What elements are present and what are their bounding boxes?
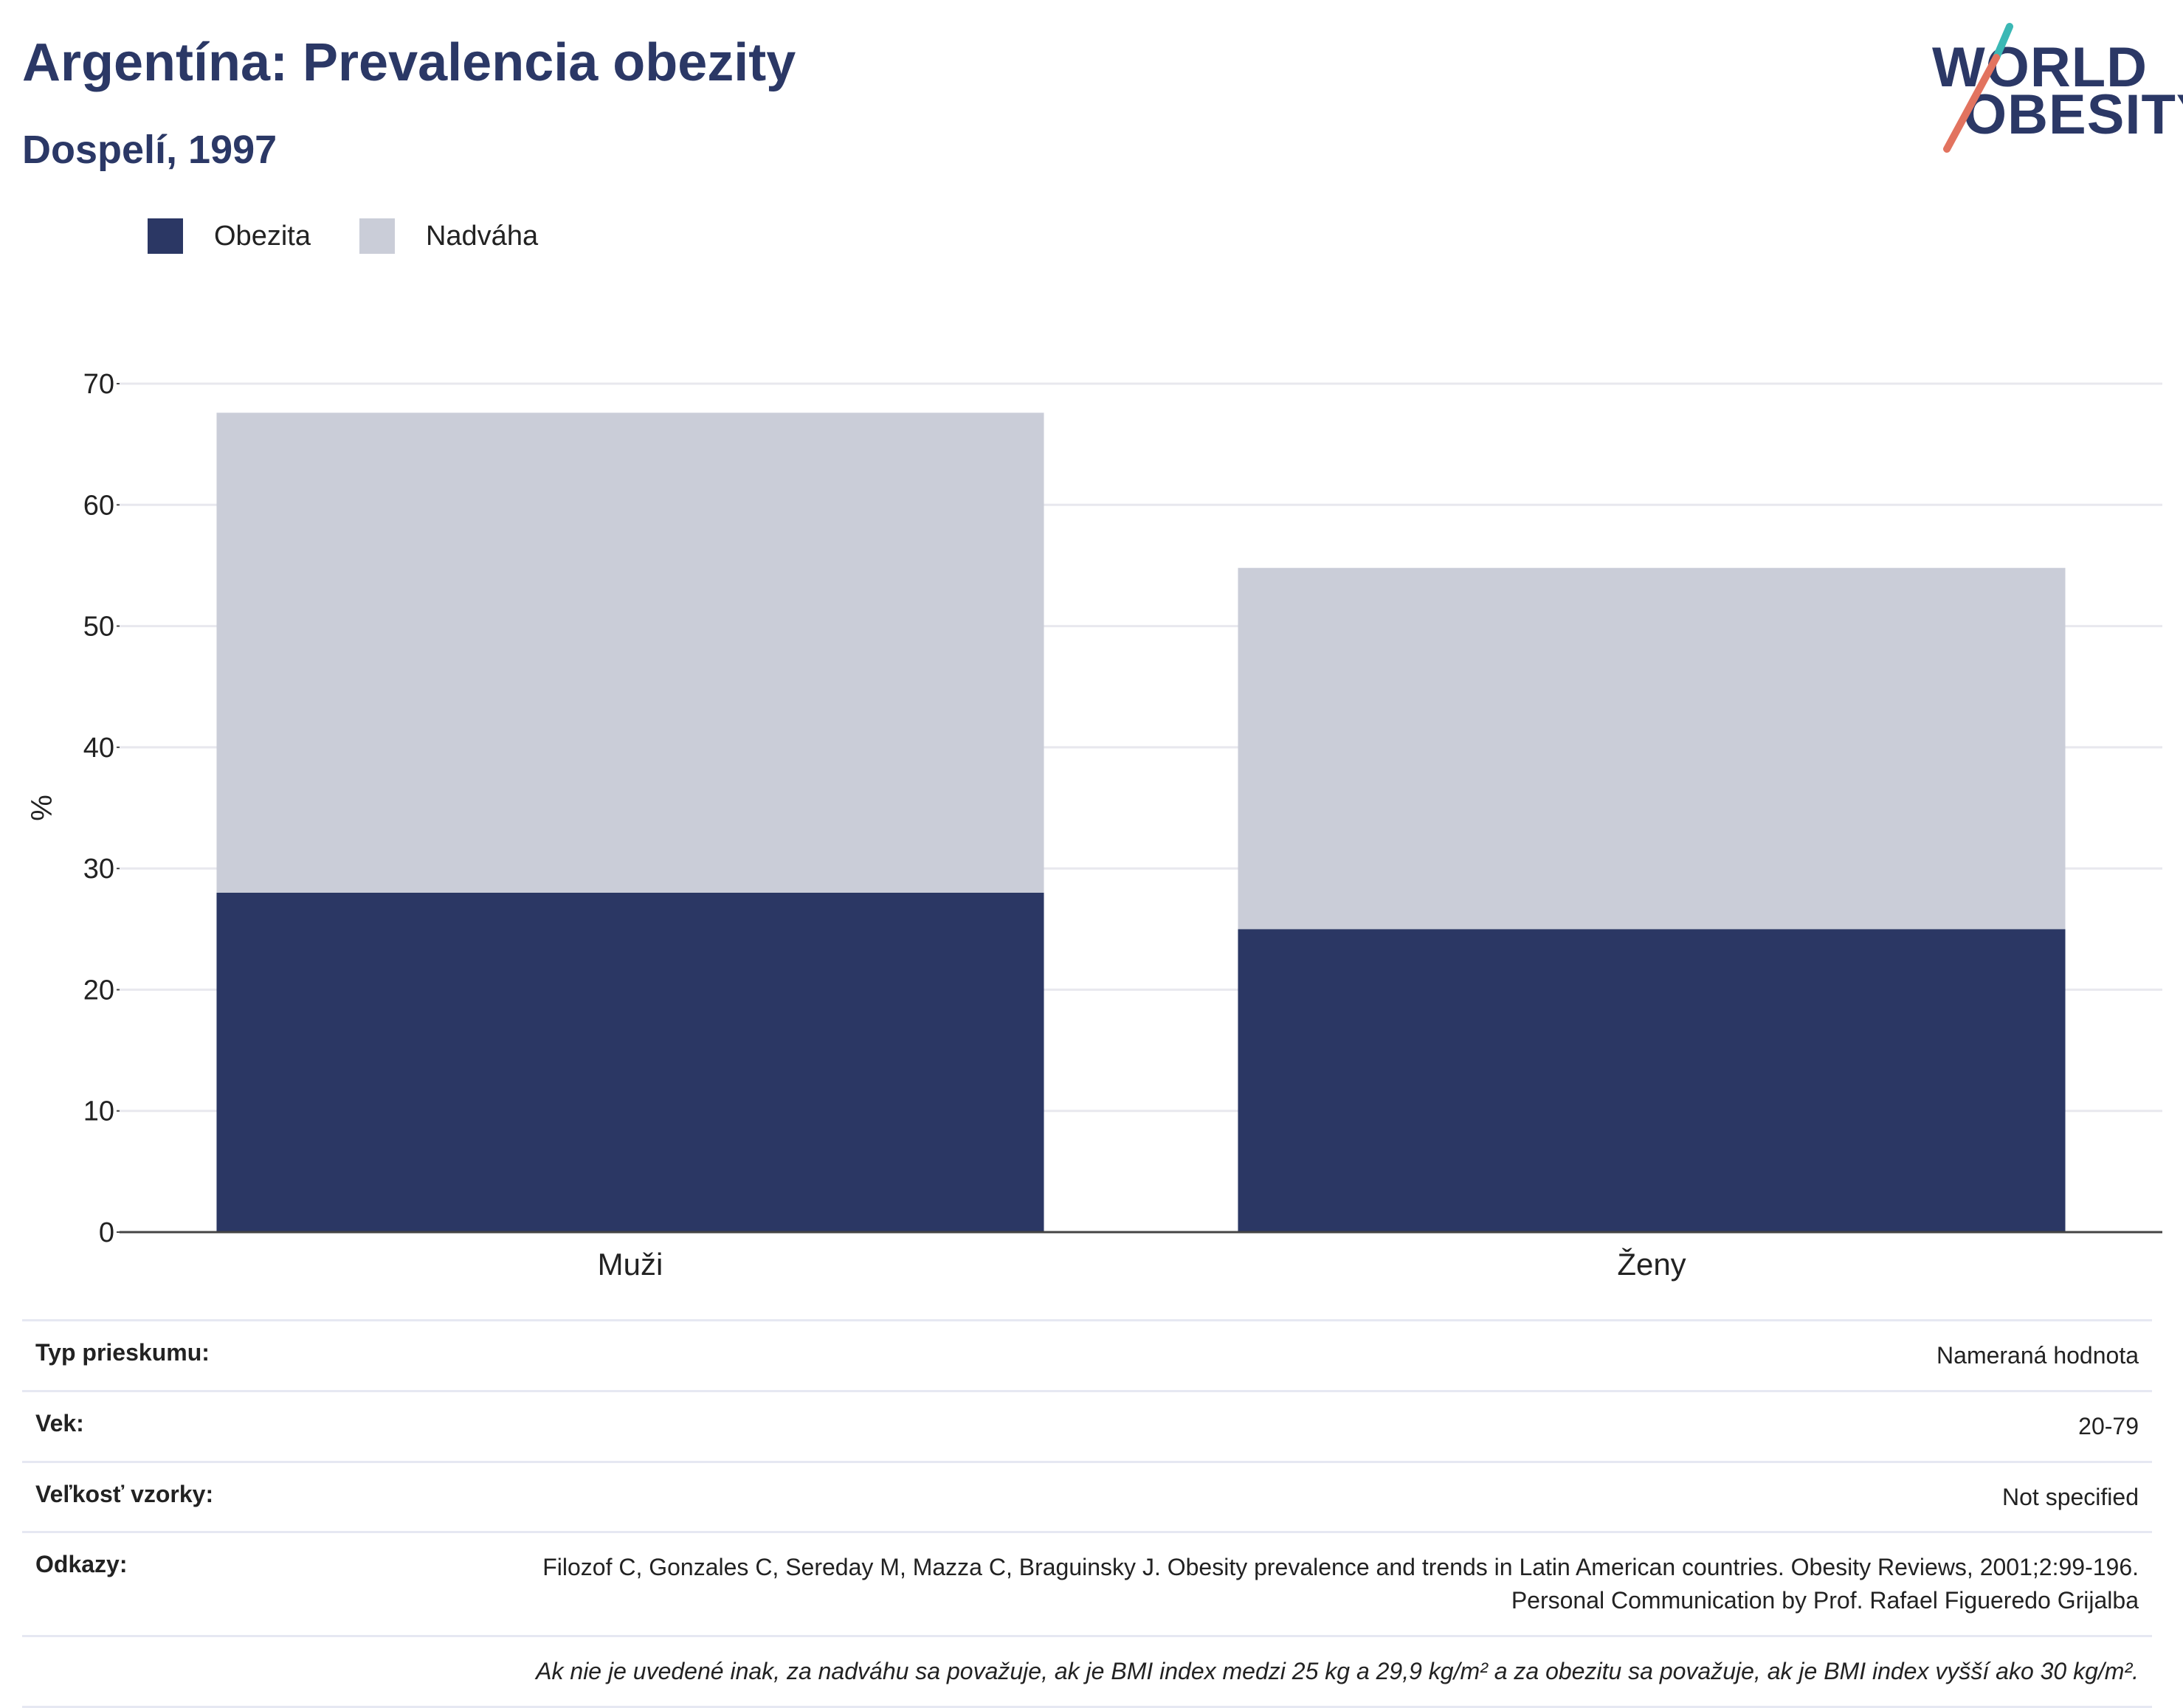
logo-text-obesity: OBESITY: [1963, 83, 2183, 146]
info-key-survey-type: Typ prieskumu:: [35, 1339, 210, 1366]
chart-subtitle: Dospelí, 1997: [22, 128, 277, 172]
y-tick-label: 40: [83, 733, 114, 764]
y-tick-label: 30: [83, 854, 114, 885]
info-divider: [22, 1705, 2152, 1708]
info-value-sample-size: Not specified: [2002, 1483, 2139, 1510]
world-obesity-logo: WORLD OBESITY: [1919, 22, 2183, 162]
logo-slash-icon: [1943, 23, 2013, 153]
info-value-age: 20-79: [2078, 1412, 2139, 1439]
info-row-survey-type: Typ prieskumu: Nameraná hodnota: [22, 1319, 2152, 1390]
chart-legend: Obezita Nadváha: [148, 218, 587, 254]
y-tick-label: 10: [83, 1096, 114, 1127]
info-row-sample-size: Veľkosť vzorky: Not specified: [22, 1460, 2152, 1532]
y-tick-label: 0: [99, 1217, 114, 1248]
bar-overweight: [216, 412, 1044, 893]
info-row-note: Ak nie je uvedené inak, za nadváhu sa po…: [22, 1634, 2152, 1706]
logo-text-world: WORLD: [1932, 36, 2148, 99]
bar-obesity: [216, 893, 1044, 1232]
bar-obesity: [1238, 929, 2066, 1232]
y-axis-label: %: [26, 795, 58, 821]
x-category-label: Muži: [598, 1247, 663, 1282]
info-key-age: Vek:: [35, 1409, 84, 1436]
info-value-references: Filozof C, Gonzales C, Sereday M, Mazza …: [542, 1554, 2139, 1614]
legend-label-overweight: Nadváha: [425, 220, 539, 252]
y-tick-label: 50: [83, 612, 114, 643]
legend-item-overweight: Nadváha: [359, 218, 538, 254]
info-key-sample-size: Veľkosť vzorky:: [35, 1480, 214, 1507]
y-tick-label: 60: [83, 490, 114, 521]
bar-chart: 0 10 20 30 40 50 60 70 Muži Ženy%: [26, 369, 2162, 1282]
info-row-references: Odkazy: Filozof C, Gonzales C, Sereday M…: [22, 1531, 2152, 1635]
y-tick-label: 70: [83, 369, 114, 400]
legend-item-obesity: Obezita: [148, 218, 311, 254]
info-row-age: Vek: 20-79: [22, 1389, 2152, 1461]
survey-info-table: Typ prieskumu: Nameraná hodnota Vek: 20-…: [22, 1319, 2152, 1708]
bmi-definition-note: Ak nie je uvedené inak, za nadváhu sa po…: [536, 1657, 2139, 1684]
legend-swatch-overweight: [359, 218, 395, 254]
legend-swatch-obesity: [148, 218, 183, 254]
bar-overweight: [1238, 567, 2066, 930]
chart-title: Argentína: Prevalencia obezity: [22, 33, 796, 92]
info-key-references: Odkazy:: [35, 1551, 128, 1578]
x-category-label: Ženy: [1617, 1247, 1686, 1282]
legend-label-obesity: Obezita: [214, 220, 311, 252]
info-value-survey-type: Nameraná hodnota: [1937, 1342, 2139, 1369]
y-tick-label: 20: [83, 975, 114, 1006]
